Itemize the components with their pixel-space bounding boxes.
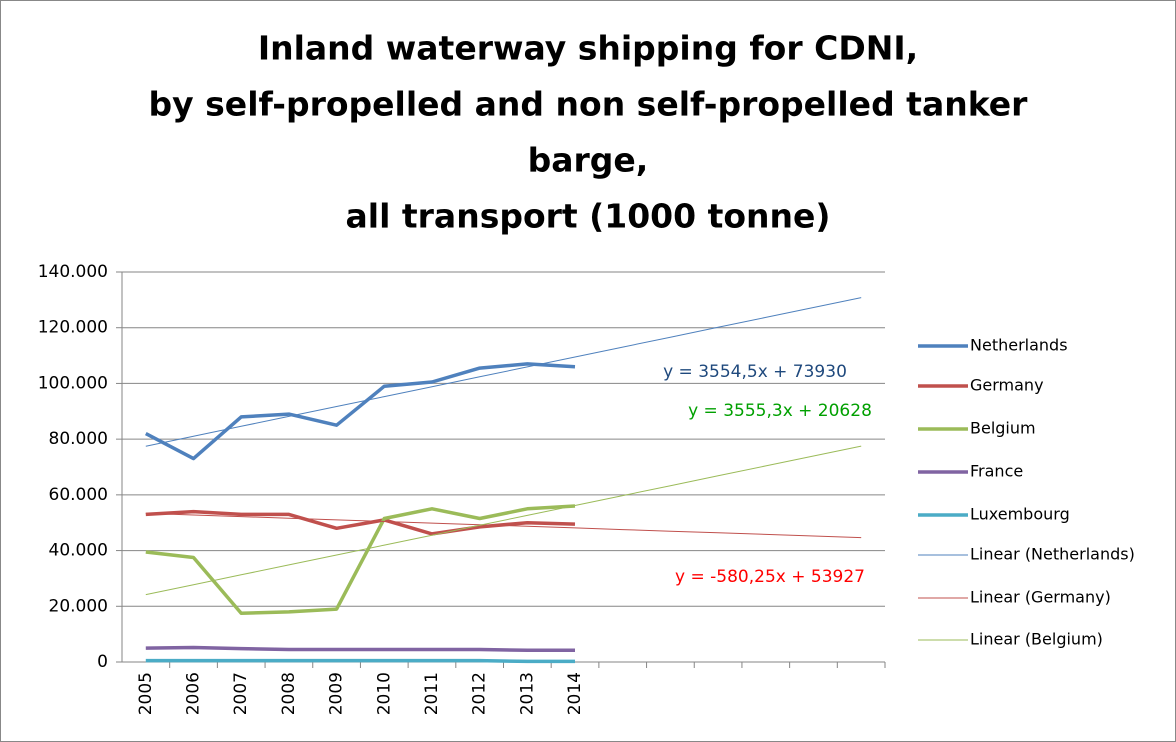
y-tick-label: 120.000	[38, 318, 108, 338]
series-line	[145, 645, 575, 653]
legend-label: Netherlands	[970, 336, 1068, 355]
x-tick-label: 2005	[136, 672, 156, 715]
y-tick-label: 80.000	[49, 429, 108, 449]
y-tick-label: 20.000	[49, 596, 108, 616]
legend-label: Linear (Netherlands)	[970, 545, 1135, 564]
x-tick-label: 2008	[279, 672, 299, 715]
x-tick-label: 2011	[422, 672, 442, 715]
legend-label: Belgium	[970, 419, 1036, 438]
trend-equation: y = -580,25x + 53927	[675, 567, 865, 587]
legend-label: Linear (Germany)	[970, 588, 1111, 607]
trend-line	[145, 512, 862, 539]
x-tick-label: 2013	[517, 672, 537, 715]
x-tick-label: 2006	[184, 672, 204, 715]
series-line	[145, 509, 576, 536]
chart-title: all transport (1000 tonne)	[346, 197, 831, 236]
trend-line	[145, 297, 862, 447]
x-tick-label: 2007	[231, 672, 251, 715]
legend-label: Linear (Belgium)	[970, 630, 1103, 649]
y-tick-label: 100.000	[38, 373, 108, 393]
chart-title: Inland waterway shipping for CDNI,	[258, 29, 918, 68]
legend-label: Germany	[970, 376, 1044, 395]
chart-title: by self-propelled and non self-propelled…	[149, 85, 1029, 124]
legend-label: France	[970, 462, 1023, 481]
y-tick-label: 140.000	[38, 262, 108, 282]
y-tick-label: 0	[97, 652, 108, 672]
x-tick-label: 2010	[374, 672, 394, 715]
legend-label: Luxembourg	[970, 505, 1070, 524]
x-tick-label: 2012	[470, 672, 490, 715]
trend-equation: y = 3554,5x + 73930	[663, 362, 847, 382]
chart-title: barge,	[528, 141, 649, 180]
trend-equation: y = 3555,3x + 20628	[688, 401, 872, 421]
series-line	[144, 362, 576, 461]
y-tick-label: 40.000	[49, 541, 108, 561]
series-line	[145, 504, 576, 616]
series-line	[145, 658, 575, 664]
trend-line	[145, 445, 862, 596]
x-tick-label: 2014	[565, 672, 585, 715]
y-tick-label: 60.000	[49, 485, 108, 505]
x-tick-label: 2009	[327, 672, 347, 715]
